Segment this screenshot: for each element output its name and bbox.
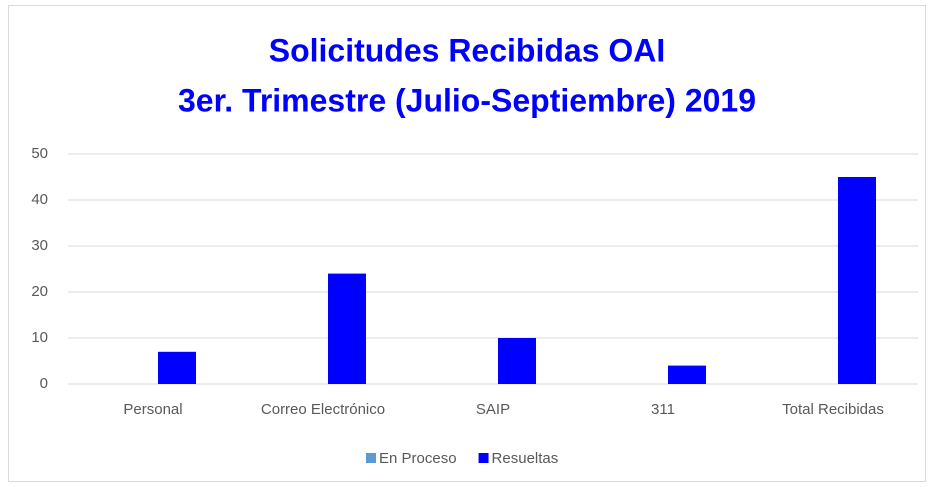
legend-swatch xyxy=(366,453,376,463)
x-tick-label: 311 xyxy=(651,401,675,418)
x-tick-label: Total Recibidas xyxy=(782,401,884,418)
bar xyxy=(838,177,876,384)
y-tick-label: 30 xyxy=(31,237,48,254)
legend-swatch xyxy=(478,453,489,463)
chart-title: Solicitudes Recibidas OAI xyxy=(269,32,666,68)
y-tick-label: 0 xyxy=(40,375,48,392)
x-tick-label: Personal xyxy=(123,401,182,418)
bar xyxy=(668,365,706,384)
x-tick-label: SAIP xyxy=(476,401,510,418)
chart-title: 3er. Trimestre (Julio-Septiembre) 2019 xyxy=(178,82,756,118)
y-tick-label: 40 xyxy=(31,191,48,208)
legend-label: Resueltas xyxy=(492,450,559,467)
y-tick-label: 10 xyxy=(31,329,48,346)
legend-label: En Proceso xyxy=(379,450,457,467)
x-tick-label: Correo Electrónico xyxy=(261,401,385,418)
chart-border xyxy=(8,5,926,482)
bar xyxy=(498,338,536,384)
bar xyxy=(158,351,196,384)
bar xyxy=(328,273,366,384)
y-tick-label: 20 xyxy=(31,283,48,300)
y-tick-label: 50 xyxy=(31,145,48,162)
